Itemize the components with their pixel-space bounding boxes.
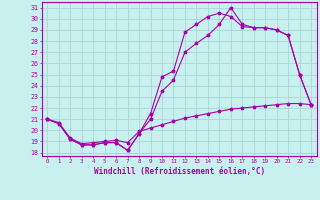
- X-axis label: Windchill (Refroidissement éolien,°C): Windchill (Refroidissement éolien,°C): [94, 167, 265, 176]
